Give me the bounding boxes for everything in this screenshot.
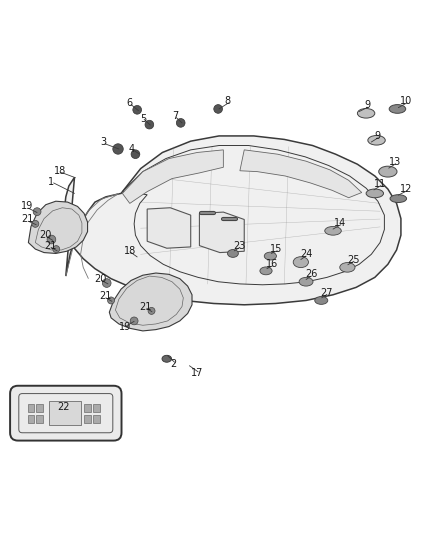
Text: 18: 18 (54, 166, 66, 176)
Text: 11: 11 (374, 179, 386, 189)
Polygon shape (147, 208, 191, 248)
Bar (36, 415, 43, 423)
Ellipse shape (260, 267, 272, 275)
Polygon shape (240, 150, 362, 198)
Ellipse shape (389, 104, 406, 114)
Circle shape (53, 246, 60, 253)
Circle shape (33, 208, 41, 215)
Circle shape (214, 104, 223, 114)
Text: 9: 9 (375, 131, 381, 141)
Text: 25: 25 (347, 255, 359, 264)
Circle shape (32, 220, 39, 228)
Text: 1: 1 (48, 176, 54, 187)
Circle shape (130, 317, 138, 325)
Circle shape (102, 279, 111, 287)
Text: 4: 4 (129, 144, 135, 154)
Text: 19: 19 (119, 321, 131, 332)
Bar (36, 404, 43, 412)
Ellipse shape (340, 263, 355, 272)
Ellipse shape (162, 356, 172, 362)
Text: 9: 9 (364, 100, 370, 110)
Ellipse shape (227, 249, 238, 257)
Circle shape (47, 235, 56, 244)
Polygon shape (28, 201, 88, 254)
Circle shape (131, 150, 140, 158)
Circle shape (148, 308, 155, 314)
Text: 17: 17 (191, 368, 203, 378)
Text: 12: 12 (400, 184, 412, 194)
Text: 8: 8 (225, 96, 231, 106)
Text: 20: 20 (95, 273, 107, 284)
Circle shape (177, 118, 185, 127)
Text: 7: 7 (172, 111, 179, 122)
Text: 21: 21 (99, 291, 111, 301)
Text: 21: 21 (44, 240, 57, 251)
Ellipse shape (368, 135, 385, 145)
Ellipse shape (366, 189, 384, 198)
Text: 21: 21 (140, 302, 152, 312)
Text: 14: 14 (334, 218, 346, 228)
Ellipse shape (299, 277, 313, 286)
Ellipse shape (315, 296, 328, 304)
Text: 21: 21 (21, 214, 34, 224)
Text: 27: 27 (321, 288, 333, 297)
Text: 26: 26 (305, 269, 318, 279)
Text: 18: 18 (124, 246, 136, 256)
Polygon shape (199, 212, 244, 253)
Text: 15: 15 (270, 244, 283, 254)
Ellipse shape (325, 227, 341, 235)
Bar (84, 404, 91, 412)
Text: 2: 2 (170, 359, 177, 369)
Ellipse shape (379, 166, 397, 177)
Circle shape (145, 120, 154, 129)
Text: 16: 16 (266, 259, 278, 269)
Polygon shape (110, 273, 192, 331)
Bar (28, 415, 35, 423)
Polygon shape (122, 150, 223, 204)
Text: 10: 10 (400, 96, 412, 106)
Bar (93, 404, 100, 412)
Bar (84, 415, 91, 423)
Bar (28, 404, 35, 412)
Text: 22: 22 (57, 402, 70, 411)
FancyBboxPatch shape (10, 386, 121, 441)
Circle shape (133, 106, 141, 114)
Text: 19: 19 (21, 201, 33, 212)
Ellipse shape (357, 109, 375, 118)
Bar (93, 415, 100, 423)
Text: 5: 5 (140, 114, 146, 124)
Text: 6: 6 (127, 98, 133, 108)
Text: 23: 23 (234, 240, 246, 251)
Ellipse shape (264, 252, 276, 260)
Polygon shape (64, 136, 401, 305)
Circle shape (108, 297, 115, 304)
Ellipse shape (390, 195, 406, 203)
Ellipse shape (293, 257, 308, 268)
Circle shape (113, 144, 123, 154)
Text: 3: 3 (101, 138, 107, 148)
Bar (49, 401, 81, 425)
Text: 24: 24 (300, 249, 312, 260)
Text: 20: 20 (39, 230, 52, 240)
Text: 13: 13 (389, 157, 401, 167)
